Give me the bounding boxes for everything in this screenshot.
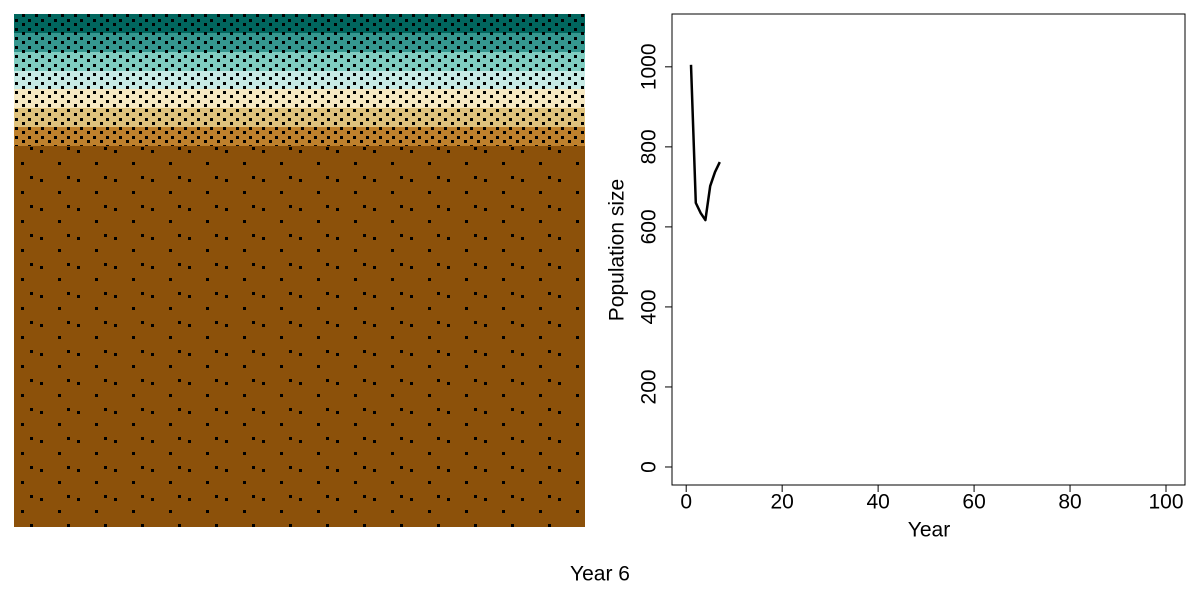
y-axis-label: Population size (606, 179, 629, 321)
x-tick-label: 100 (1148, 491, 1183, 514)
x-axis-label: Year (908, 519, 950, 542)
y-tick-label: 400 (638, 289, 661, 324)
x-tick-label: 0 (680, 491, 692, 514)
y-tick-label: 800 (638, 129, 661, 164)
y-tick-label: 0 (638, 461, 661, 473)
plot-box (671, 13, 1186, 486)
x-tick-label: 80 (1058, 491, 1081, 514)
y-tick-label: 1000 (638, 43, 661, 90)
x-tick-label: 20 (770, 491, 793, 514)
y-tick-label: 200 (638, 369, 661, 404)
individuals (14, 14, 585, 146)
caption: Year 6 (570, 563, 630, 586)
individuals (14, 146, 585, 527)
x-tick-label: 40 (866, 491, 889, 514)
y-tick-label: 600 (638, 209, 661, 244)
landscape-raster (14, 14, 585, 527)
x-tick-label: 60 (962, 491, 985, 514)
series-line (689, 64, 721, 222)
